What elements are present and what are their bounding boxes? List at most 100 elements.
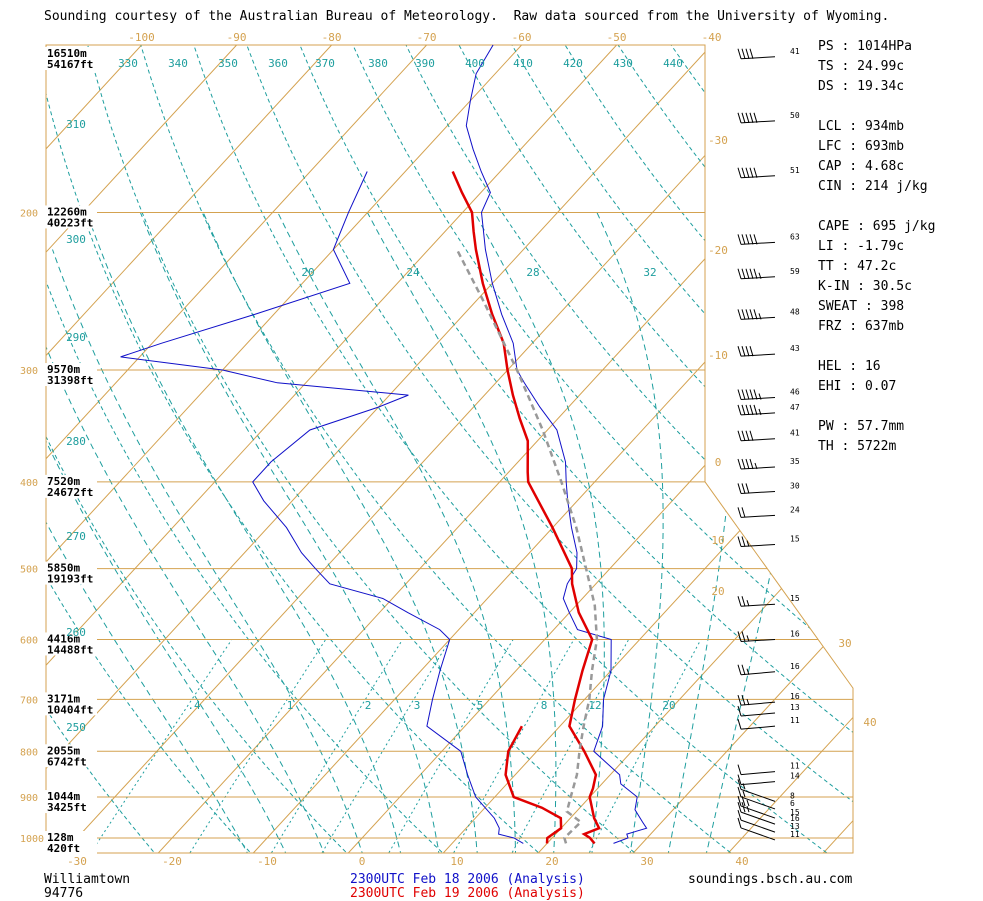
pressure-label: 300 — [20, 366, 38, 377]
moist-adiabat — [202, 212, 479, 853]
x-tick-label: -30 — [67, 855, 87, 868]
wind-barb-flag — [753, 389, 758, 400]
wind-barb-flag — [753, 112, 758, 123]
height-meters: 12260m — [47, 205, 87, 218]
wind-speed-label: 43 — [790, 344, 800, 353]
isotherm-label: 30 — [838, 637, 851, 650]
wind-barb-staff — [740, 701, 776, 706]
x-top-tick-label: -90 — [227, 31, 247, 44]
wind-barb-staff — [740, 788, 776, 802]
wind-barb-flag — [749, 430, 754, 441]
dry-adiabat — [46, 45, 62, 853]
height-feet: 19193ft — [47, 573, 93, 586]
wind-barb-flag — [753, 268, 758, 279]
theta-e-label: 20 — [301, 266, 314, 279]
isotherm-label: 10 — [711, 534, 724, 547]
wind-barb-flag — [741, 404, 746, 416]
theta-label: 350 — [218, 57, 238, 70]
wind-barb-staff — [740, 120, 776, 124]
pressure-label: 500 — [20, 565, 38, 576]
wind-barb-flag — [741, 48, 746, 59]
wind-speed-label: 16 — [790, 629, 800, 638]
wind-barb-flag — [758, 393, 762, 400]
height-feet: 14488ft — [47, 643, 93, 656]
wind-barb-flag — [737, 404, 742, 416]
height-meters: 1044m — [47, 790, 80, 803]
wind-barb-flag — [758, 272, 762, 279]
wind-barb-flag — [746, 698, 750, 706]
dry-adiabat — [193, 45, 833, 853]
wind-barb-flag — [737, 596, 742, 607]
wind-barb-flag — [741, 631, 746, 642]
wind-barb-flag — [749, 268, 754, 279]
pressure-label: 400 — [20, 478, 38, 489]
wind-speed-label: 63 — [790, 232, 800, 241]
x-tick-label: 40 — [735, 855, 748, 868]
frame-border — [45, 44, 706, 838]
height-feet: 420ft — [47, 842, 80, 855]
wind-barb-flag — [741, 596, 746, 607]
isotherm-label: 0 — [715, 456, 722, 469]
wind-barb-flag — [737, 774, 742, 785]
moist-adiabat — [46, 283, 327, 853]
mixing-ratio-line — [268, 639, 404, 853]
wind-barb-flag — [749, 167, 754, 178]
index-cape: CAPE : 695 j/kg — [818, 219, 936, 234]
wind-barb-staff — [740, 811, 776, 825]
wind-speed-label: 6 — [790, 799, 795, 808]
theta-label: 290 — [66, 331, 86, 344]
wind-barb-flag — [745, 483, 750, 494]
wind-speed-label: 15 — [790, 594, 800, 603]
height-feet: 6742ft — [47, 755, 87, 768]
index-ps: PS : 1014HPa — [818, 39, 912, 54]
height-label-box — [45, 47, 97, 70]
theta-label: 390 — [415, 57, 435, 70]
mixing-ratio-label: 8 — [541, 699, 548, 712]
wind-barb-flag — [737, 809, 742, 821]
wind-barb-staff — [740, 175, 776, 179]
theta-label: 370 — [315, 57, 335, 70]
wind-barb-flag — [746, 668, 750, 675]
wind-barb-flag — [737, 507, 742, 518]
wind-barb-flag — [749, 389, 754, 400]
x-top-tick-label: -50 — [607, 31, 627, 44]
wind-barb-flag — [758, 313, 762, 320]
wind-barb-flag — [749, 234, 754, 245]
moist-adiabat — [46, 343, 251, 853]
isotherm-line — [46, 45, 142, 853]
dry-adiabat — [617, 45, 853, 853]
theta-label: 280 — [66, 435, 86, 448]
isotherm-line — [46, 45, 712, 853]
wind-barb-flag — [746, 600, 750, 607]
index-ds: DS : 19.34c — [818, 79, 905, 94]
wind-barb-flag — [741, 112, 746, 123]
wind-speed-label: 11 — [790, 716, 800, 725]
wind-barb-flag — [745, 430, 750, 441]
theta-e-label: 28 — [526, 266, 539, 279]
wind-barb-flag — [737, 48, 742, 59]
height-label-box — [45, 790, 97, 814]
wind-barb-flag — [737, 112, 742, 123]
height-feet: 31398ft — [47, 374, 93, 387]
theta-label: 310 — [66, 118, 86, 131]
x-tick-label: -20 — [162, 855, 182, 868]
height-meters: 5850m — [47, 562, 80, 575]
theta-label: 430 — [613, 57, 633, 70]
wind-barb-flag — [749, 309, 754, 320]
dry-adiabat — [87, 45, 640, 853]
x-tick-label: 0 — [359, 855, 366, 868]
index-lfc: LFC : 693mb — [818, 139, 905, 154]
height-meters: 3171m — [47, 692, 80, 705]
height-label-box — [45, 561, 97, 585]
wind-barb-flag — [737, 167, 742, 178]
wind-barb-staff — [740, 544, 776, 548]
wind-barb-flag — [737, 430, 742, 441]
wind-speed-label: 30 — [790, 481, 800, 490]
index-kin: K-IN : 30.5c — [818, 279, 912, 294]
moist-adiabat — [277, 212, 517, 853]
isotherm-line — [46, 45, 617, 853]
index-hel: HEL : 16 — [818, 359, 881, 374]
mixing-ratio-label: 3 — [414, 699, 421, 712]
dry-adiabat — [299, 45, 853, 853]
